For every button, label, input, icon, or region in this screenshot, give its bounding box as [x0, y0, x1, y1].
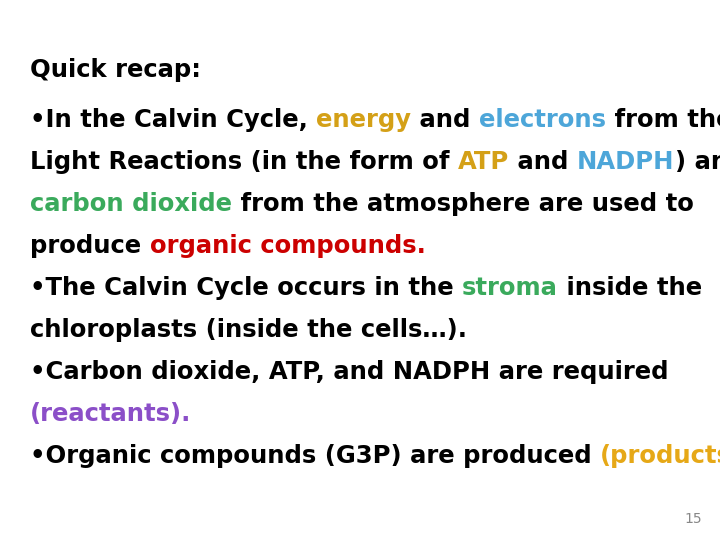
Text: ATP: ATP: [458, 150, 509, 174]
Text: from the: from the: [606, 108, 720, 132]
Text: •In the Calvin Cycle,: •In the Calvin Cycle,: [30, 108, 316, 132]
Text: Light Reactions (in the form of: Light Reactions (in the form of: [30, 150, 458, 174]
Text: and: and: [509, 150, 577, 174]
Text: and: and: [411, 108, 480, 132]
Text: organic compounds.: organic compounds.: [150, 234, 426, 258]
Text: 15: 15: [685, 512, 702, 526]
Text: produce: produce: [30, 234, 150, 258]
Text: •Organic compounds (G3P) are produced: •Organic compounds (G3P) are produced: [30, 444, 600, 468]
Text: stroma: stroma: [462, 276, 558, 300]
Text: electrons: electrons: [480, 108, 606, 132]
Text: •The Calvin Cycle occurs in the: •The Calvin Cycle occurs in the: [30, 276, 462, 300]
Text: (products).: (products).: [600, 444, 720, 468]
Text: energy: energy: [316, 108, 411, 132]
Text: chloroplasts (inside the cells…).: chloroplasts (inside the cells…).: [30, 318, 467, 342]
Text: carbon dioxide: carbon dioxide: [30, 192, 232, 216]
Text: NADPH: NADPH: [577, 150, 675, 174]
Text: (reactants).: (reactants).: [30, 402, 192, 426]
Text: inside the: inside the: [558, 276, 702, 300]
Text: ) and: ) and: [675, 150, 720, 174]
Text: Quick recap:: Quick recap:: [30, 58, 201, 82]
Text: •Carbon dioxide, ATP, and NADPH are required: •Carbon dioxide, ATP, and NADPH are requ…: [30, 360, 668, 384]
Text: from the atmosphere are used to: from the atmosphere are used to: [232, 192, 694, 216]
